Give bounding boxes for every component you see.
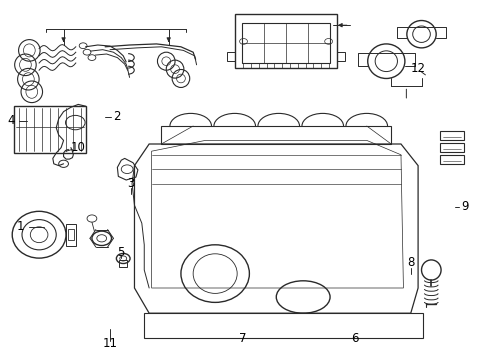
Bar <box>14 106 86 153</box>
Text: 1: 1 <box>17 220 24 233</box>
Text: 4: 4 <box>7 114 15 127</box>
Text: 8: 8 <box>406 256 414 269</box>
Bar <box>439 143 463 152</box>
Bar <box>242 23 329 63</box>
Bar <box>234 14 337 68</box>
Text: 5: 5 <box>117 246 125 258</box>
Bar <box>321 63 328 68</box>
Bar <box>305 63 313 68</box>
Bar <box>243 63 250 68</box>
Text: 6: 6 <box>350 332 358 345</box>
Bar <box>68 229 74 240</box>
Text: 2: 2 <box>113 111 121 123</box>
Text: 3: 3 <box>127 177 135 190</box>
Bar <box>439 131 463 140</box>
Bar <box>289 63 297 68</box>
Bar <box>144 313 422 338</box>
Bar <box>337 52 344 61</box>
Bar <box>258 63 266 68</box>
Bar <box>119 260 127 267</box>
Text: 7: 7 <box>239 332 246 345</box>
Bar <box>227 52 234 61</box>
Text: 11: 11 <box>102 337 117 350</box>
Bar <box>439 155 463 164</box>
Text: 12: 12 <box>410 62 425 75</box>
Text: 10: 10 <box>71 141 85 154</box>
Text: 9: 9 <box>460 201 468 213</box>
Bar <box>274 63 282 68</box>
